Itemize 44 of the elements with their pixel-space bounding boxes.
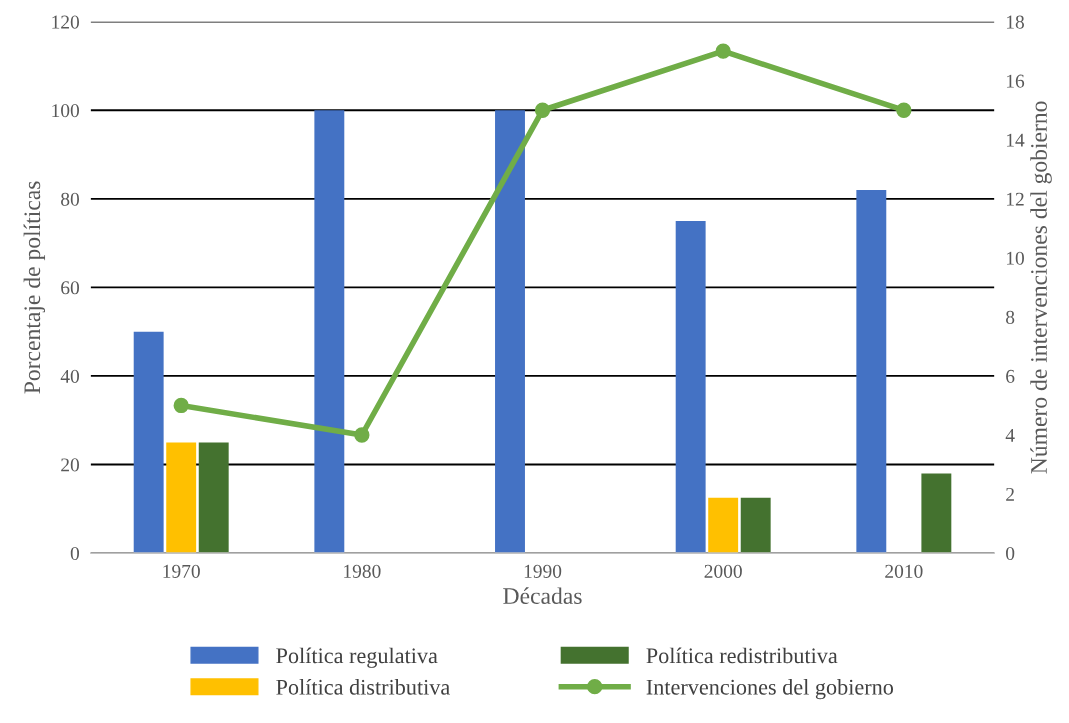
legend-label: Política distributiva <box>276 679 450 695</box>
y-tick-label: 40 <box>60 369 80 383</box>
y2-tick-label: 10 <box>1006 251 1024 265</box>
legend-label: Intervenciones del gobierno <box>646 679 894 700</box>
legend-label: Política redistributiva <box>646 647 838 664</box>
x-tick-label: 1990 <box>524 564 562 578</box>
y2-tick-label: 18 <box>1006 15 1024 29</box>
y2-axis-title: Número de intervenciones del gobierno <box>1030 101 1052 474</box>
bar <box>198 442 229 554</box>
legend-label: Política regulativa <box>276 647 438 668</box>
y-tick-label: 60 <box>61 281 80 295</box>
bar <box>314 110 345 554</box>
bar <box>675 220 706 554</box>
bar <box>495 110 525 554</box>
point <box>173 397 189 414</box>
bar <box>921 473 952 554</box>
point <box>354 427 370 443</box>
y2-tick-label: 8 <box>1006 310 1015 324</box>
y2-tick-label: 0 <box>1006 546 1015 561</box>
x-tick-label: 1980 <box>344 564 381 578</box>
bar <box>708 497 739 554</box>
y-tick-label: 0 <box>70 546 80 561</box>
y2-tick-label: 6 <box>1006 369 1015 383</box>
x-tick-label: 2010 <box>885 564 923 578</box>
bar <box>856 189 887 554</box>
y-tick-label: 100 <box>52 104 80 118</box>
y2-tick-label: 4 <box>1005 428 1015 442</box>
y2-tick-label: 2 <box>1006 487 1014 501</box>
y-axis-title: Porcentaje de políticas <box>23 181 46 394</box>
y2-tick-label: 14 <box>1006 133 1025 147</box>
point <box>715 43 731 59</box>
bar <box>740 497 771 554</box>
y2-tick-label: 12 <box>1006 192 1024 206</box>
bar <box>133 331 164 554</box>
y-tick-label: 80 <box>61 192 80 206</box>
point <box>896 102 912 118</box>
y-tick-label: 120 <box>52 15 80 29</box>
bar <box>166 442 197 554</box>
y-tick-label: 20 <box>61 458 80 472</box>
y2-tick-label: 16 <box>1006 74 1025 88</box>
x-tick-label: 1970 <box>163 564 200 578</box>
point <box>534 102 551 118</box>
x-tick-label: 2000 <box>704 564 742 578</box>
x-axis-title: Décadas <box>503 587 582 605</box>
